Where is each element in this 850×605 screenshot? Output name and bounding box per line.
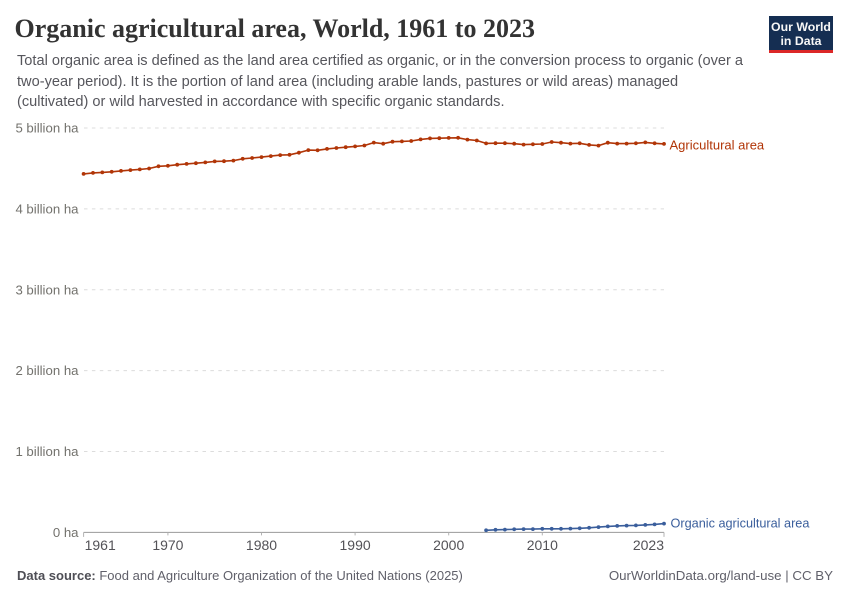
svg-text:0 ha: 0 ha bbox=[53, 525, 79, 540]
svg-text:2000: 2000 bbox=[433, 537, 464, 553]
svg-text:1990: 1990 bbox=[340, 537, 371, 553]
svg-text:Organic agricultural area: Organic agricultural area bbox=[671, 517, 811, 531]
svg-text:1980: 1980 bbox=[246, 537, 277, 553]
svg-text:2 billion ha: 2 billion ha bbox=[15, 363, 79, 378]
svg-text:3 billion ha: 3 billion ha bbox=[15, 282, 79, 297]
svg-text:2010: 2010 bbox=[527, 537, 558, 553]
svg-text:Agricultural area: Agricultural area bbox=[670, 138, 765, 153]
svg-text:5 billion ha: 5 billion ha bbox=[15, 121, 79, 136]
svg-text:2023: 2023 bbox=[633, 537, 664, 553]
svg-text:4 billion ha: 4 billion ha bbox=[15, 201, 79, 216]
svg-text:1 billion ha: 1 billion ha bbox=[15, 444, 79, 459]
svg-text:1970: 1970 bbox=[152, 537, 183, 553]
svg-text:1961: 1961 bbox=[85, 537, 116, 553]
